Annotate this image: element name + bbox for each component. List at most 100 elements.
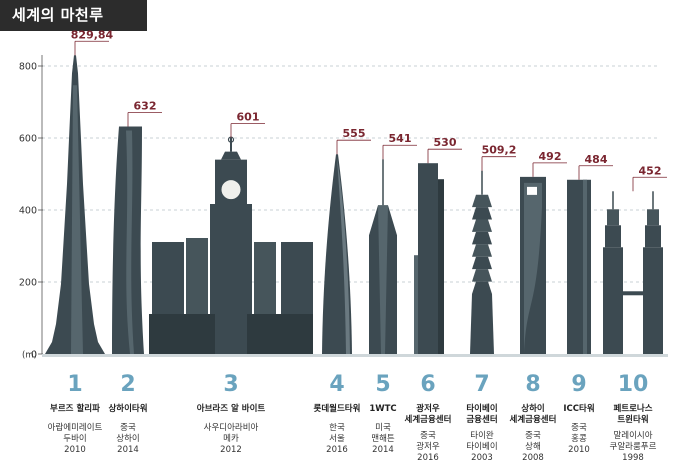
taipei-segment xyxy=(472,219,492,232)
building-name: 롯데월드타워 xyxy=(314,403,361,414)
building-name: 세계금융센터 xyxy=(510,414,557,425)
building-name: 아브라즈 알 바이트 xyxy=(197,403,266,414)
rank-number: 10 xyxy=(618,372,649,397)
building-name: 1WTC xyxy=(369,404,396,414)
building-location: 상해 xyxy=(525,441,541,452)
value-label: 530 xyxy=(434,136,457,149)
building-location: 사우디아라비아 xyxy=(204,422,259,433)
swfc-face xyxy=(524,182,542,354)
taipei-segment xyxy=(472,207,492,220)
value-label: 509,2 xyxy=(482,144,517,157)
taipei-segment xyxy=(472,244,492,257)
petronas-right-tier2 xyxy=(647,209,659,226)
y-tick-label: 800 xyxy=(19,62,37,73)
rank-number: 1 xyxy=(67,372,82,397)
value-label: 601 xyxy=(237,111,260,124)
building-location: 중국 xyxy=(571,423,587,433)
building-name: 광저우 xyxy=(416,403,440,414)
building-name: 페트로나스 xyxy=(613,403,652,414)
building-name: 부르즈 할리파 xyxy=(50,403,100,414)
y-unit-label: (m) xyxy=(22,351,37,361)
value-label: 492 xyxy=(539,150,562,163)
y-tick-label: 200 xyxy=(19,278,37,289)
rank-number: 3 xyxy=(223,372,238,397)
building-year: 2010 xyxy=(568,445,590,455)
building-location: 중국 xyxy=(525,431,541,441)
building-year: 2016 xyxy=(326,445,348,455)
lotte-tower-highlight xyxy=(337,158,350,354)
building-name: 트윈타워 xyxy=(617,414,648,425)
building-year: 2010 xyxy=(64,445,86,455)
rank-number: 4 xyxy=(329,372,344,397)
value-label: 829,84 xyxy=(71,28,114,41)
petronas-left-tier1 xyxy=(605,225,621,248)
building-year: 2016 xyxy=(417,453,439,463)
guangzhou-ctf-wing xyxy=(414,255,418,354)
taipei-base xyxy=(470,294,494,354)
icc-shape xyxy=(567,179,591,354)
building-name: 타이베이 xyxy=(466,403,497,414)
taipei-segment xyxy=(472,256,492,270)
building-location: 상하이 xyxy=(116,433,139,444)
building-year: 2003 xyxy=(471,453,493,463)
petronas-left-tower xyxy=(603,247,623,354)
building-name: 세계금융센터 xyxy=(405,414,452,425)
rank-number: 2 xyxy=(120,372,135,397)
shanghai-tower-highlight xyxy=(126,130,134,354)
building-location: 서울 xyxy=(329,434,345,444)
building-name: 상하이타워 xyxy=(108,403,147,414)
taipei-segment xyxy=(472,194,492,208)
y-tick-label: 400 xyxy=(19,206,37,217)
petronas-left-tier2 xyxy=(607,209,619,226)
rank-number: 6 xyxy=(420,372,435,397)
guangzhou-ctf-side xyxy=(438,179,444,354)
building-name: ICC타워 xyxy=(563,403,594,414)
building-location: 말레이시아 xyxy=(613,430,652,441)
building-location: 쿠알라룸푸르 xyxy=(610,441,657,452)
building-location: 타이베이 xyxy=(466,441,497,452)
building-name: 상하이 xyxy=(521,403,544,414)
wtc-highlight xyxy=(378,205,388,354)
building-location: 맨해튼 xyxy=(371,434,395,444)
value-label: 484 xyxy=(585,153,608,166)
value-label: 452 xyxy=(639,164,662,177)
taipei-segment xyxy=(472,269,492,282)
building-location: 중국 xyxy=(420,431,436,441)
grid-lines xyxy=(38,65,660,355)
building-year: 1998 xyxy=(622,453,644,463)
building-location: 홍콩 xyxy=(571,433,587,444)
rank-number: 5 xyxy=(375,372,390,397)
building-location: 중국 xyxy=(120,423,136,433)
taipei-segment xyxy=(472,231,492,245)
guangzhou-ctf-shape xyxy=(418,163,438,354)
rank-number: 7 xyxy=(474,372,489,397)
building-location: 한국 xyxy=(329,423,345,433)
building-year: 2014 xyxy=(372,445,394,455)
petronas-right-tower xyxy=(643,247,663,354)
building-year: 2012 xyxy=(220,445,242,455)
building-location: 메카 xyxy=(223,434,239,444)
building-year: 2008 xyxy=(522,453,544,463)
abraj-clock-face xyxy=(220,179,242,201)
building-year: 2014 xyxy=(117,445,139,455)
y-tick-label: 0 xyxy=(31,350,37,361)
icc-highlight xyxy=(583,179,587,354)
abraj-spire-base xyxy=(221,151,241,160)
baseline-band xyxy=(42,354,668,357)
value-label: 555 xyxy=(343,127,366,140)
burj-khalifa-highlight xyxy=(71,85,83,354)
petronas-right-tier1 xyxy=(645,225,661,248)
building-location: 두바이 xyxy=(63,433,86,444)
building-location: 미국 xyxy=(375,423,391,433)
rank-number: 9 xyxy=(571,372,586,397)
y-tick-label: 600 xyxy=(19,134,37,145)
